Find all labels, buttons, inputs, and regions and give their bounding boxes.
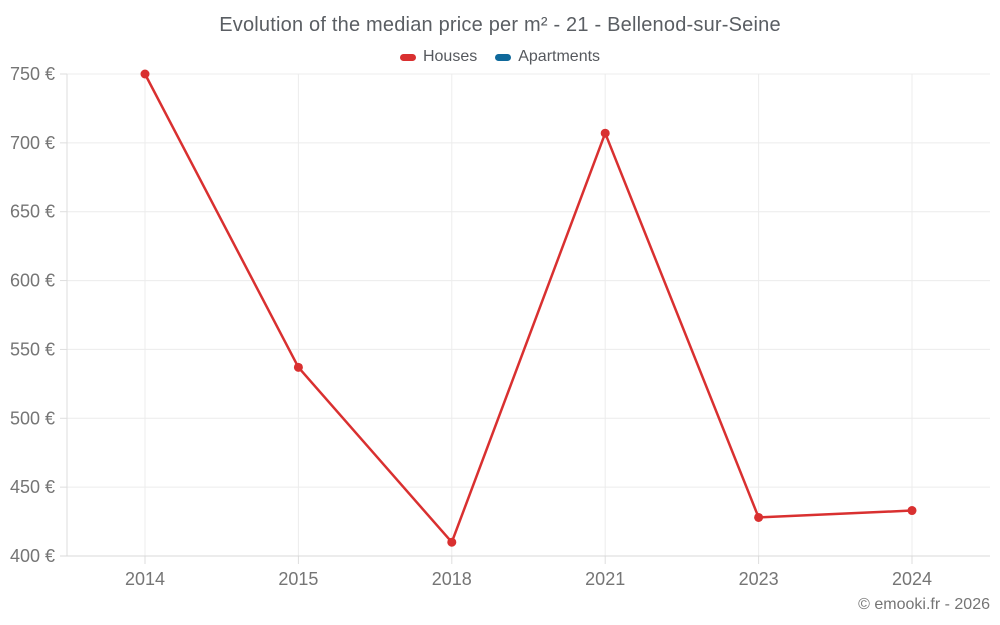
y-axis-label-700: 700 €	[10, 133, 55, 153]
x-axis-label-2024: 2024	[892, 569, 932, 589]
y-axis-label-650: 650 €	[10, 202, 55, 222]
houses-data-point-2024[interactable]	[907, 506, 917, 516]
houses-data-point-2018[interactable]	[447, 537, 457, 547]
legend-item-apartments[interactable]: Apartments	[495, 48, 600, 66]
chart-title: Evolution of the median price per m² - 2…	[219, 14, 781, 36]
houses-series-line	[143, 72, 914, 544]
houses-data-point-2015[interactable]	[293, 362, 303, 372]
legend-swatch-houses	[399, 53, 416, 61]
x-axis-label-2015: 2015	[278, 569, 318, 589]
houses-data-point-2023[interactable]	[754, 512, 764, 522]
legend-label-houses: Houses	[422, 48, 478, 65]
legend-item-houses[interactable]: Houses	[399, 48, 478, 66]
y-axis-label-600: 600 €	[10, 271, 55, 291]
copyright-text: © emooki.fr - 2026	[858, 596, 990, 613]
y-axis-label-450: 450 €	[10, 477, 55, 497]
x-axis-label-2018: 2018	[432, 569, 472, 589]
x-axis-label-2014: 2014	[125, 569, 165, 589]
y-axis-label-750: 750 €	[10, 64, 55, 84]
y-axis-label-500: 500 €	[10, 408, 55, 428]
houses-data-point-2021[interactable]	[600, 128, 610, 138]
houses-data-point-2014[interactable]	[140, 69, 150, 79]
legend-swatch-apartments	[495, 53, 512, 61]
legend: Houses Apartments	[0, 46, 1000, 68]
legend-label-apartments: Apartments	[518, 48, 601, 65]
x-axis-label-2023: 2023	[739, 569, 779, 589]
y-axis-label-400: 400 €	[10, 546, 55, 566]
y-axis-label-550: 550 €	[10, 339, 55, 359]
x-axis-label-2021: 2021	[585, 569, 625, 589]
